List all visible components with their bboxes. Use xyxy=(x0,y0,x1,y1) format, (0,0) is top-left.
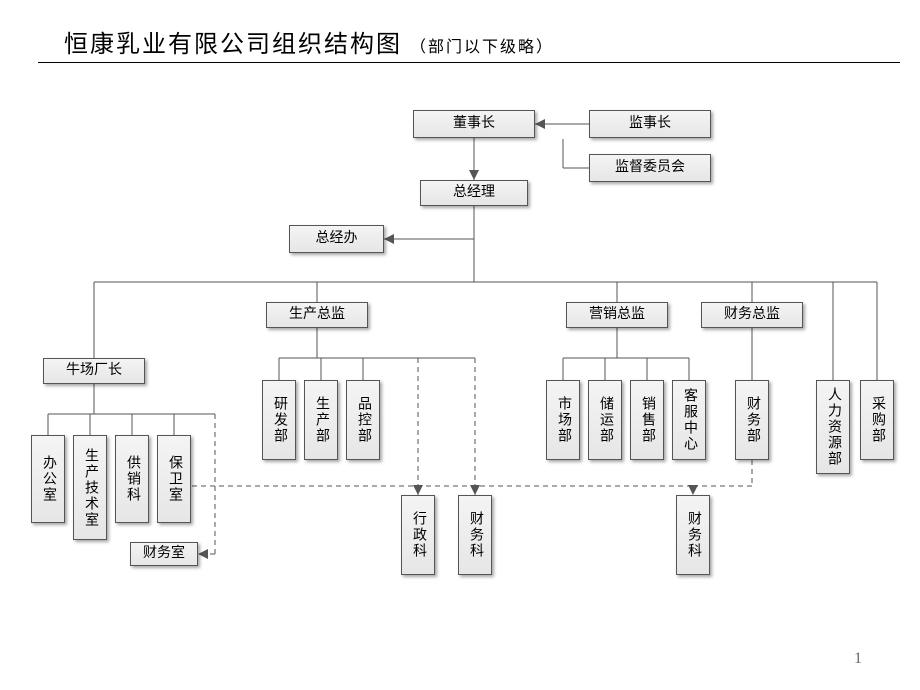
node-farm-tech: 生产技术室 xyxy=(73,435,107,540)
node-fin-sec1: 财务科 xyxy=(458,495,492,575)
node-supervisor: 监事长 xyxy=(589,110,711,138)
node-logistics: 储运部 xyxy=(588,380,622,460)
node-committee: 监督委员会 xyxy=(589,154,711,182)
node-fin: 财务部 xyxy=(735,380,769,460)
page-number: 1 xyxy=(854,650,862,668)
label: 营销总监 xyxy=(589,307,645,323)
label: 生产技术室 xyxy=(82,448,98,528)
node-fin-room: 财务室 xyxy=(130,542,198,566)
node-cs: 客服中心 xyxy=(672,380,706,460)
node-market: 市场部 xyxy=(546,380,580,460)
node-farm-mgr: 牛场厂长 xyxy=(43,358,145,384)
label: 储运部 xyxy=(597,396,613,444)
label: 总经理 xyxy=(453,185,495,201)
node-sales-dir: 营销总监 xyxy=(566,302,668,328)
label: 监事长 xyxy=(629,116,671,132)
label: 研发部 xyxy=(271,396,287,444)
label: 行政科 xyxy=(410,511,426,559)
title-rule xyxy=(38,62,900,63)
node-prod: 生产部 xyxy=(304,380,338,460)
label: 人力资源部 xyxy=(825,387,841,467)
label: 牛场厂长 xyxy=(66,363,122,379)
label: 品控部 xyxy=(355,396,371,444)
label: 市场部 xyxy=(555,396,571,444)
label: 财务部 xyxy=(744,396,760,444)
connector-lines xyxy=(0,0,920,690)
label: 监督委员会 xyxy=(615,160,685,176)
label: 保卫室 xyxy=(166,455,182,503)
node-rd: 研发部 xyxy=(262,380,296,460)
label: 生产总监 xyxy=(289,307,345,323)
label: 财务科 xyxy=(685,511,701,559)
label: 财务总监 xyxy=(724,307,780,323)
node-fin-sec2: 财务科 xyxy=(676,495,710,575)
node-sales: 销售部 xyxy=(630,380,664,460)
node-gm-office: 总经办 xyxy=(289,225,384,253)
node-hr: 人力资源部 xyxy=(816,380,850,474)
label: 董事长 xyxy=(453,116,495,132)
node-prod-dir: 生产总监 xyxy=(266,302,368,328)
node-admin-sec: 行政科 xyxy=(401,495,435,575)
node-fin-dir: 财务总监 xyxy=(701,302,803,328)
node-qc: 品控部 xyxy=(346,380,380,460)
label: 总经办 xyxy=(316,231,358,247)
node-gm: 总经理 xyxy=(420,180,528,206)
label: 客服中心 xyxy=(681,388,697,452)
title-sub: （部门以下级略） xyxy=(410,39,554,56)
title-main: 恒康乳业有限公司组织结构图 xyxy=(64,32,402,58)
label: 供销科 xyxy=(124,455,140,503)
label: 办公室 xyxy=(40,455,56,503)
label: 销售部 xyxy=(639,396,655,444)
node-farm-guard: 保卫室 xyxy=(157,435,191,523)
label: 采购部 xyxy=(869,396,885,444)
label: 财务室 xyxy=(143,546,185,562)
label: 生产部 xyxy=(313,396,329,444)
label: 财务科 xyxy=(467,511,483,559)
node-farm-office: 办公室 xyxy=(31,435,65,523)
node-purchase: 采购部 xyxy=(860,380,894,460)
page-title: 恒康乳业有限公司组织结构图 （部门以下级略） xyxy=(64,24,554,59)
node-farm-supply: 供销科 xyxy=(115,435,149,523)
node-chairman: 董事长 xyxy=(413,110,535,138)
